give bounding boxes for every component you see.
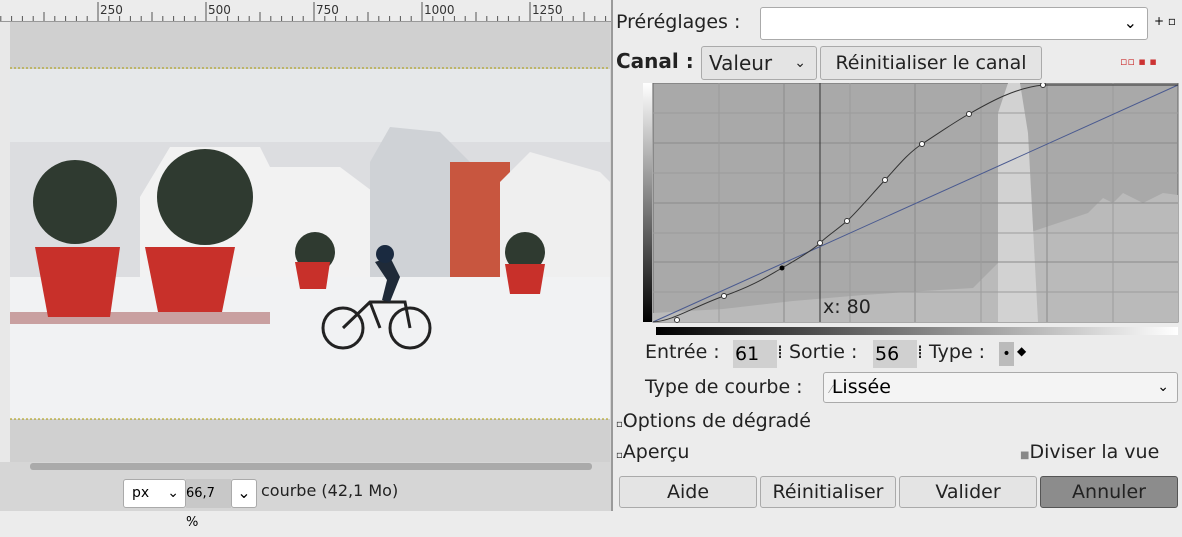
input-field[interactable]: 61 — [733, 340, 777, 368]
type-corner[interactable]: ◆ — [1017, 344, 1026, 358]
cancel-button[interactable]: Annuler — [1040, 476, 1178, 508]
presets-select[interactable]: ⌄ — [760, 7, 1148, 40]
channel: Valeur — [709, 51, 772, 75]
ruler: 250 500 750 1000 1250 — [0, 0, 611, 22]
reset-button[interactable]: Réinitialiser — [760, 476, 896, 508]
channel-icons[interactable]: ▫▫ ▪ ▪ — [1120, 55, 1178, 71]
type-smooth[interactable]: • — [999, 342, 1014, 366]
type-label: Type : — [929, 341, 985, 363]
zoom: 66,7 % — [186, 486, 215, 530]
reset-channel-button[interactable]: Réinitialiser le canal — [820, 46, 1042, 80]
ruler-label: 250 — [100, 3, 123, 17]
ruler-label: 1250 — [532, 3, 563, 17]
gimp-window: 250 500 750 1000 1250 px ⌄ 66,7 % ⌄ courbe (… — [0, 0, 1182, 511]
split-view-checkbox[interactable]: ■Diviser la vue — [1020, 441, 1159, 463]
channel-select[interactable]: Valeur⌄ — [701, 46, 817, 80]
ruler-label: 500 — [208, 3, 231, 17]
preview: Aperçu — [623, 441, 690, 463]
output-spin[interactable]: ⁞ — [917, 341, 923, 363]
curve-type-label: Type de courbe : — [645, 376, 803, 398]
output-field[interactable]: 56 — [873, 340, 917, 368]
unit-select[interactable]: px ⌄ — [123, 479, 186, 508]
ok-button[interactable]: Valider — [899, 476, 1037, 508]
gradient-options: Options de dégradé — [623, 410, 811, 432]
add-preset[interactable]: + ▫ — [1154, 14, 1176, 28]
ruler-label: 750 — [316, 3, 339, 17]
canvas-panel: 250 500 750 1000 1250 px ⌄ 66,7 % ⌄ courbe (… — [0, 0, 611, 511]
input-label: Entrée : — [645, 341, 720, 363]
presets-label: Préréglages : — [616, 11, 740, 33]
output-label: Sortie : — [789, 341, 857, 363]
scrollbar[interactable] — [30, 463, 592, 470]
cursor-position: x: 80 — [823, 296, 871, 318]
curves-graph[interactable] — [643, 83, 1179, 335]
zoom-dropdown[interactable]: ⌄ — [231, 479, 257, 508]
channel-label: Canal : — [616, 49, 694, 73]
image-title: courbe (42,1 Mo) — [261, 481, 398, 500]
curve-type: Lissée — [832, 376, 891, 398]
input-spin[interactable]: ⁞ — [777, 341, 783, 363]
split-view: Diviser la vue — [1029, 441, 1159, 463]
unit: px — [132, 485, 149, 501]
image-canvas — [10, 22, 610, 462]
help-button[interactable]: Aide — [619, 476, 757, 508]
zoom-field[interactable]: 66,7 % — [186, 479, 231, 508]
ruler-label: 1000 — [424, 3, 455, 17]
separator — [611, 0, 613, 511]
preview-checkbox[interactable]: ▫Aperçu — [616, 441, 689, 463]
gradient-options-expander[interactable]: ▫Options de dégradé — [616, 410, 811, 432]
curve-type-select[interactable]: ⁄Lissée⌄ — [823, 372, 1178, 403]
